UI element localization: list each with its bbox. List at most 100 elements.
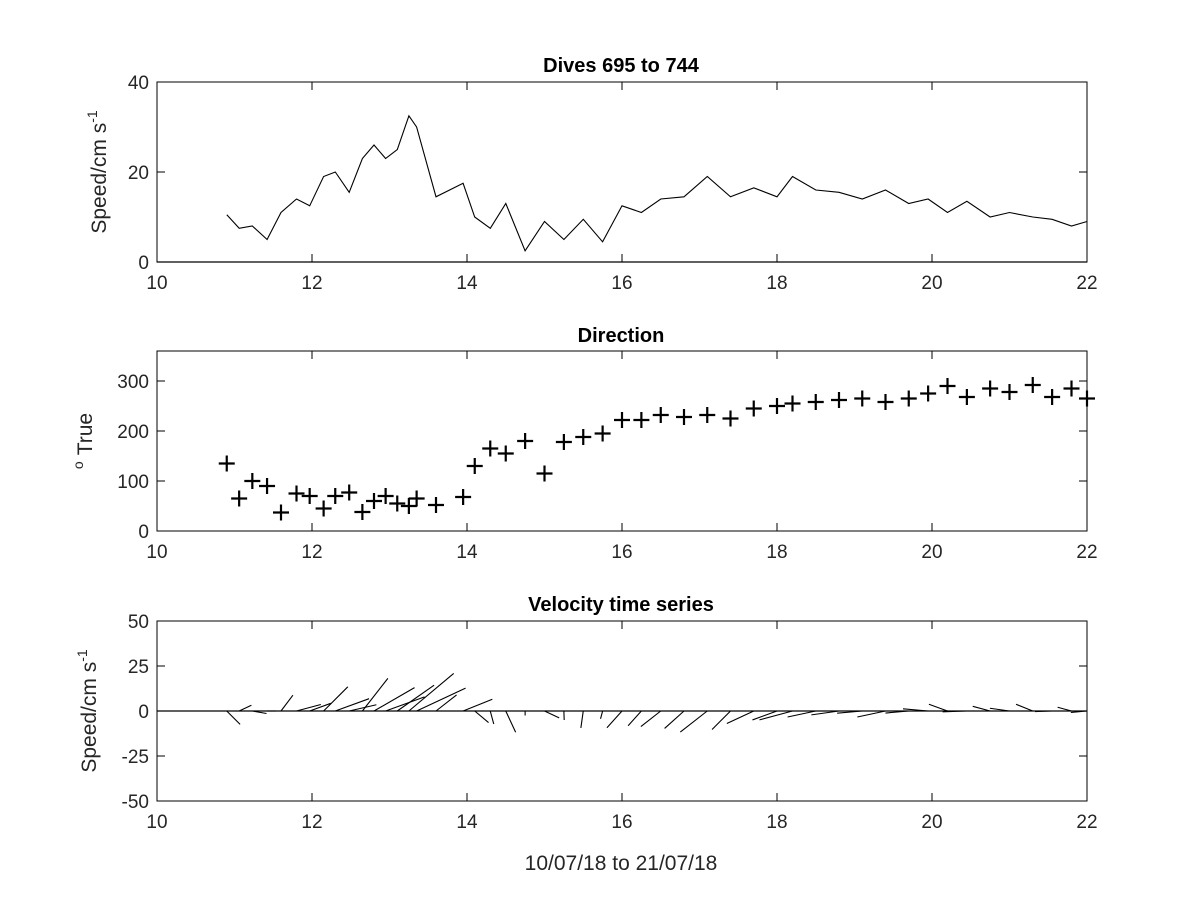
- y-tick-label: 40: [128, 73, 149, 94]
- x-tick-label: 14: [456, 542, 478, 563]
- velocity-stick: [349, 704, 377, 712]
- velocity-stick: [811, 710, 840, 716]
- velocity-stick: [759, 710, 793, 721]
- x-tick-label: 22: [1076, 542, 1097, 563]
- direction-point: [722, 410, 739, 427]
- x-tick-label: 20: [921, 542, 942, 563]
- direction-point: [288, 485, 305, 502]
- velocity-stick: [361, 678, 389, 712]
- direction-point: [341, 484, 358, 501]
- y-tick-label: 0: [138, 253, 149, 274]
- x-tick-label: 20: [921, 273, 942, 294]
- direction-point: [1063, 380, 1080, 397]
- direction-point: [555, 434, 572, 450]
- velocity-stick: [837, 710, 863, 714]
- direction-point: [428, 497, 444, 513]
- velocity-stick: [544, 710, 560, 719]
- x-tick-label: 18: [766, 542, 787, 563]
- velocity-stick: [335, 698, 370, 712]
- velocity-stick: [1015, 703, 1033, 712]
- direction-point: [1001, 384, 1018, 400]
- velocity-stick: [627, 710, 642, 727]
- velocity-stick: [309, 702, 332, 712]
- y-tick-label: 200: [117, 422, 149, 443]
- velocity-panel-ylabel: Speed/cm s-1: [74, 649, 101, 773]
- y-tick-label: -50: [122, 792, 149, 813]
- x-tick-label: 16: [611, 542, 632, 563]
- velocity-stick: [1035, 710, 1053, 713]
- direction-panel-title: Direction: [578, 325, 665, 347]
- velocity-stick: [885, 710, 909, 714]
- direction-point: [327, 488, 344, 504]
- velocity-stick: [580, 710, 584, 729]
- direction-point: [614, 412, 630, 428]
- direction-point: [273, 504, 289, 521]
- direction-panel-axes: [156, 350, 1088, 532]
- direction-point: [652, 407, 669, 423]
- velocity-stick: [416, 687, 466, 712]
- direction-point: [400, 498, 417, 514]
- direction-point: [244, 473, 261, 489]
- velocity-stick: [280, 694, 294, 712]
- x-tick-label: 14: [456, 812, 478, 833]
- x-tick-label: 10: [146, 273, 167, 294]
- y-tick-label: 300: [117, 372, 149, 393]
- direction-point: [745, 400, 762, 417]
- velocity-stick: [385, 696, 425, 712]
- velocity-stick: [505, 710, 517, 733]
- velocity-stick: [928, 703, 948, 712]
- velocity-panel-title: Velocity time series: [528, 594, 714, 616]
- direction-point: [594, 425, 611, 442]
- direction-point: [354, 504, 371, 520]
- velocity-stick: [679, 710, 708, 733]
- speed-panel: Dives 695 to 744 Speed/cm s-1 10 12 14 16 18…: [84, 55, 1098, 294]
- direction-point: [633, 412, 650, 428]
- speed-panel-title: Dives 695 to 744: [543, 55, 700, 77]
- direction-point: [218, 455, 235, 472]
- direction-point: [455, 489, 472, 505]
- velocity-stick: [1057, 706, 1072, 712]
- direction-point: [315, 500, 332, 517]
- direction-point: [517, 433, 534, 449]
- velocity-stick: [252, 710, 267, 715]
- direction-point: [377, 488, 394, 504]
- velocity-stick: [462, 698, 493, 712]
- velocity-stick: [435, 694, 457, 712]
- direction-point: [939, 378, 956, 394]
- x-tick-label: 12: [301, 812, 322, 833]
- direction-point: [408, 490, 425, 507]
- velocity-stick: [396, 684, 435, 712]
- velocity-stick: [238, 704, 252, 712]
- direction-point: [900, 390, 917, 407]
- direction-point: [466, 458, 483, 474]
- y-tick-label: 50: [128, 612, 149, 633]
- x-tick-label: 16: [611, 812, 632, 833]
- x-tick-label: 22: [1076, 812, 1097, 833]
- velocity-stick: [726, 710, 754, 725]
- velocity-stick: [606, 710, 623, 729]
- velocity-panel-xlabel: 10/07/18 to 21/07/18: [525, 852, 718, 875]
- velocity-stick: [226, 710, 241, 725]
- direction-point: [877, 394, 894, 410]
- velocity-stick: [408, 672, 455, 712]
- x-tick-label: 20: [921, 812, 942, 833]
- direction-point: [807, 394, 824, 410]
- velocity-stick: [664, 710, 685, 729]
- x-tick-label: 14: [456, 273, 478, 294]
- y-tick-label: -25: [122, 747, 149, 768]
- direction-point: [301, 488, 318, 504]
- direction-point: [366, 493, 382, 509]
- velocity-stick: [373, 687, 415, 712]
- y-tick-label: 100: [117, 472, 149, 493]
- direction-point: [676, 409, 692, 425]
- y-tick-label: 25: [128, 657, 149, 678]
- velocity-stick: [323, 686, 349, 712]
- velocity-stick: [640, 710, 662, 727]
- velocity-stick: [857, 710, 886, 718]
- x-tick-label: 10: [146, 812, 167, 833]
- velocity-stick: [752, 710, 778, 721]
- direction-panel: Direction oTrue 10 12 14 16 18 20 22 0 100 200 300: [70, 325, 1098, 563]
- direction-point: [699, 407, 716, 423]
- speed-panel-ylabel: Speed/cm s-1: [84, 110, 111, 234]
